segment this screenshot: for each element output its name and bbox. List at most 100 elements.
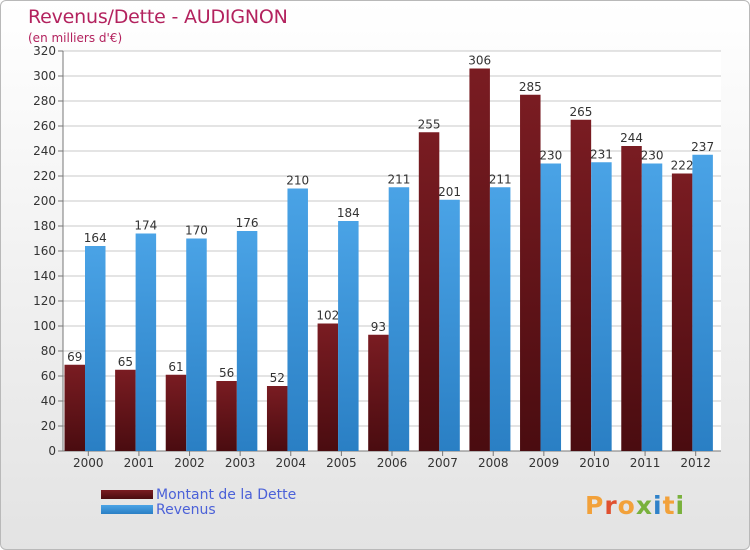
data-label-revenue: 174: [134, 219, 157, 233]
bar-revenue: [85, 246, 106, 451]
proxiti-logo: Proxiti: [585, 491, 685, 520]
data-label-revenue: 164: [84, 231, 107, 245]
bar-debt: [115, 369, 136, 451]
chart-subtitle: (en milliers d'€): [28, 31, 123, 45]
data-label-revenue: 201: [438, 185, 461, 199]
data-label-debt: 102: [316, 309, 339, 323]
x-tick-label: 2001: [124, 456, 155, 470]
data-label-debt: 244: [620, 131, 643, 145]
bar-debt: [418, 132, 440, 451]
x-tick-label: 2006: [377, 456, 408, 470]
x-tick-label: 2004: [275, 456, 306, 470]
y-tick-label: 80: [41, 344, 56, 358]
bar-debt: [469, 68, 490, 451]
chart-legend: Montant de la Dette Revenus: [101, 486, 297, 518]
y-tick-label: 60: [41, 369, 56, 383]
logo-letter: o: [617, 491, 636, 520]
data-label-revenue: 211: [489, 172, 512, 186]
bar-debt: [671, 173, 693, 451]
logo-letter: x: [635, 491, 653, 520]
bar-revenue: [540, 163, 562, 451]
bar-debt: [570, 119, 592, 451]
y-tick-label: 200: [33, 194, 56, 208]
x-tick-label: 2011: [630, 456, 661, 470]
data-label-debt: 306: [468, 54, 491, 68]
data-label-debt: 265: [569, 105, 592, 119]
y-tick-label: 260: [33, 119, 56, 133]
data-label-debt: 93: [371, 320, 386, 334]
legend-label-revenue: Revenus: [156, 501, 216, 518]
y-tick-label: 20: [41, 419, 56, 433]
bar-revenue: [236, 231, 258, 451]
y-tick-label: 320: [33, 44, 56, 58]
x-tick-label: 2005: [326, 456, 357, 470]
bar-debt: [165, 374, 187, 451]
bar-debt: [216, 381, 237, 451]
bar-revenue: [439, 199, 460, 451]
bar-revenue: [186, 238, 207, 451]
data-label-debt: 52: [270, 371, 285, 385]
bar-debt: [520, 94, 541, 451]
bar-debt: [368, 334, 389, 451]
chart-title: Revenus/Dette - AUDIGNON: [28, 6, 288, 28]
data-label-debt: 222: [671, 159, 694, 173]
y-tick-label: 180: [33, 219, 56, 233]
legend-swatch-revenue: [101, 505, 153, 514]
data-label-debt: 255: [418, 117, 441, 131]
logo-letter: P: [585, 491, 605, 520]
bar-revenue: [388, 187, 410, 451]
bar-debt: [64, 364, 85, 451]
logo-letter: t: [662, 491, 676, 520]
data-label-revenue: 231: [590, 147, 613, 161]
data-label-revenue: 210: [286, 174, 309, 188]
bar-revenue: [692, 154, 713, 451]
data-label-revenue: 176: [236, 216, 259, 230]
logo-letter: i: [675, 491, 686, 520]
data-label-revenue: 184: [337, 206, 360, 220]
x-tick-label: 2007: [427, 456, 458, 470]
y-tick-label: 120: [33, 294, 56, 308]
data-label-debt: 69: [67, 350, 82, 364]
data-label-debt: 61: [168, 360, 183, 374]
data-label-revenue: 230: [539, 149, 562, 163]
x-tick-label: 2003: [225, 456, 256, 470]
bar-revenue: [489, 187, 511, 451]
x-tick-label: 2008: [478, 456, 509, 470]
data-label-debt: 65: [118, 355, 133, 369]
bar-revenue: [135, 233, 157, 451]
y-tick-label: 220: [33, 169, 56, 183]
legend-item-debt: Montant de la Dette: [101, 486, 297, 503]
data-label-debt: 285: [519, 80, 542, 94]
bar-revenue: [591, 162, 612, 451]
x-tick-label: 2012: [680, 456, 711, 470]
logo-letter: i: [653, 491, 663, 520]
y-tick-label: 40: [41, 394, 56, 408]
data-label-debt: 56: [219, 366, 234, 380]
y-tick-label: 0: [48, 444, 56, 458]
bar-debt: [317, 323, 339, 451]
logo-letter: r: [604, 491, 618, 520]
bar-revenue: [287, 188, 308, 451]
bar-revenue: [641, 163, 663, 451]
y-tick-label: 100: [33, 319, 56, 333]
x-tick-label: 2002: [174, 456, 205, 470]
legend-label-debt: Montant de la Dette: [156, 486, 297, 503]
bar-revenue: [338, 221, 359, 451]
legend-item-revenue: Revenus: [101, 501, 296, 518]
data-label-revenue: 211: [387, 172, 410, 186]
y-tick-label: 280: [33, 94, 56, 108]
x-tick-label: 2010: [579, 456, 610, 470]
data-label-revenue: 230: [641, 149, 664, 163]
y-tick-label: 140: [33, 269, 56, 283]
x-tick-label: 2009: [529, 456, 560, 470]
y-tick-label: 240: [33, 144, 56, 158]
data-label-revenue: 237: [691, 140, 714, 154]
x-tick-label: 2000: [73, 456, 104, 470]
bar-debt: [621, 146, 642, 451]
y-tick-label: 160: [33, 244, 56, 258]
y-tick-label: 300: [33, 69, 56, 83]
data-label-revenue: 170: [185, 224, 208, 238]
bar-debt: [266, 386, 288, 451]
